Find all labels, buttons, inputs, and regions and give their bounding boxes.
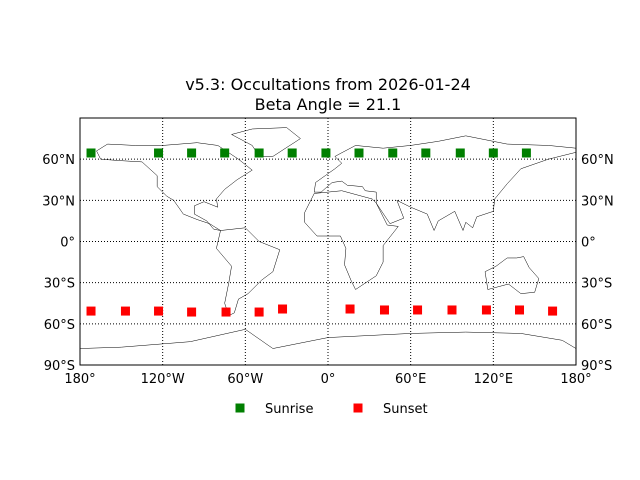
sunset-point [379,305,389,315]
x-tick-label: 60°W [227,372,263,387]
sunrise-point [86,148,96,158]
y-tick-label-left: 30°N [42,194,75,209]
sunrise-point [154,148,164,158]
sunrise-point [321,148,331,158]
title-line-2: Beta Angle = 21.1 [255,95,402,114]
map-frame [79,117,577,366]
sunset-point [254,307,264,317]
sunrise-legend-label: Sunrise [265,402,313,417]
eurasia-coastline [313,135,577,232]
sunset-point [154,306,164,316]
axis-ticks: 180° 120°W 60°W 0° 60°E 120°E 180° 60°N 60°N 30°N… [42,153,614,387]
sunset-point [345,304,355,314]
sunset-point [548,306,558,316]
sunset-legend-marker [353,403,363,413]
africa-coastline [304,190,399,290]
x-tick-label: 180° [560,372,591,387]
sunset-point [447,305,457,315]
y-tick-label-right: 90°S [581,359,612,374]
y-tick-label-left: 30°S [44,277,75,292]
x-tick-label: 0° [321,372,336,387]
occultation-points [86,148,558,317]
sunset-point [515,305,525,315]
y-tick-label-left: 0° [60,236,75,251]
title-line-1: v5.3: Occultations from 2026-01-24 [185,75,471,94]
sunset-point [221,307,231,317]
y-tick-label-right: 60°N [581,153,614,168]
greenland-coastline [230,127,301,157]
sunset-point [120,306,130,316]
antarctica-coastline [79,329,577,349]
sunrise-point [354,148,364,158]
sunrise-point [254,148,264,158]
sunset-point [481,305,491,315]
y-tick-label-right: 60°S [581,318,612,333]
north-america-coastline [96,142,253,231]
x-tick-label: 120°W [141,372,185,387]
sunrise-point [388,148,398,158]
sunrise-point [187,148,197,158]
sunrise-point [521,148,531,158]
legend: Sunrise Sunset [235,402,428,417]
y-tick-label-right: 30°N [581,194,614,209]
x-tick-label: 120°E [474,372,514,387]
sunrise-point [421,148,431,158]
south-america-coastline [216,227,281,316]
sunrise-point [287,148,297,158]
y-tick-label-left: 60°N [42,153,75,168]
sunset-point [187,307,197,317]
sunset-legend-label: Sunset [383,402,428,417]
sunset-point [278,304,288,314]
x-tick-label: 180° [64,372,95,387]
y-tick-label-right: 0° [581,236,596,251]
y-tick-label-left: 60°S [44,318,75,333]
sunrise-point [455,148,465,158]
y-tick-label-right: 30°S [581,277,612,292]
graticule [80,118,576,365]
sunrise-legend-marker [235,403,245,413]
sunset-point [413,305,423,315]
australia-coastline [484,256,540,294]
sunset-point [86,306,96,316]
y-tick-label-left: 90°S [44,359,75,374]
x-tick-label: 60°E [395,372,426,387]
sunrise-point [220,148,230,158]
sunrise-point [488,148,498,158]
